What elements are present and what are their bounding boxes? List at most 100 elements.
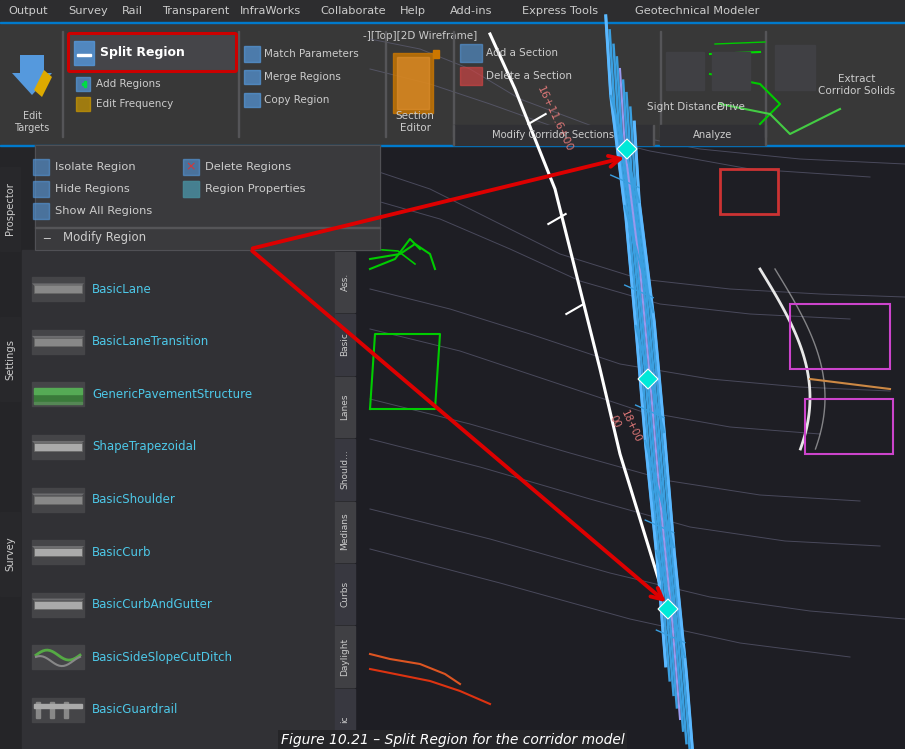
Text: Sight Distance: Sight Distance <box>647 102 723 112</box>
Text: GenericPavementStructure: GenericPavementStructure <box>92 388 252 401</box>
Polygon shape <box>658 599 678 619</box>
Text: Isolate Region: Isolate Region <box>55 162 136 172</box>
Text: Delete a Section: Delete a Section <box>486 71 572 81</box>
Bar <box>76 77 90 91</box>
Text: Match Parameters: Match Parameters <box>264 49 358 59</box>
Text: Figure 10.21 – Split Region for the corridor model: Figure 10.21 – Split Region for the corr… <box>281 733 624 747</box>
Bar <box>460 67 482 85</box>
Bar <box>32 488 84 512</box>
Bar <box>660 31 661 137</box>
Text: Survey: Survey <box>5 537 15 571</box>
Text: Edit
Targets: Edit Targets <box>14 112 50 133</box>
Text: 16+11.6+00: 16+11.6+00 <box>535 85 575 154</box>
Bar <box>32 540 84 564</box>
Bar <box>34 395 82 402</box>
Text: Transparent: Transparent <box>162 6 229 16</box>
Bar <box>790 304 890 369</box>
Bar <box>335 564 355 624</box>
Bar <box>32 383 84 407</box>
Bar <box>335 315 355 374</box>
Text: Region Properties: Region Properties <box>205 184 306 194</box>
Text: Express Tools: Express Tools <box>522 6 598 16</box>
Text: Settings: Settings <box>5 339 15 380</box>
Bar <box>32 697 84 721</box>
Bar <box>335 502 355 562</box>
Bar <box>50 702 54 718</box>
Text: ShapeTrapezoidal: ShapeTrapezoidal <box>92 440 196 453</box>
Bar <box>36 702 40 718</box>
Text: Daylight: Daylight <box>340 637 349 676</box>
Text: Medians: Medians <box>340 513 349 551</box>
Bar <box>0 0 905 22</box>
Bar <box>765 125 766 145</box>
Polygon shape <box>638 369 658 389</box>
Text: BasicLane: BasicLane <box>92 283 152 296</box>
Bar <box>0 145 905 146</box>
Text: ─: ─ <box>43 233 50 243</box>
Bar <box>244 46 260 62</box>
Text: -][Top][2D Wireframe]: -][Top][2D Wireframe] <box>363 31 477 41</box>
Polygon shape <box>34 338 82 346</box>
Bar <box>805 399 893 454</box>
Text: Help: Help <box>400 6 426 16</box>
Bar <box>385 31 386 137</box>
Bar <box>183 181 199 197</box>
Text: Edit Frequency: Edit Frequency <box>96 99 173 109</box>
Bar <box>653 125 654 145</box>
Bar <box>335 252 355 312</box>
Polygon shape <box>32 598 84 601</box>
Text: Extract
Corridor Solids: Extract Corridor Solids <box>818 74 896 96</box>
Text: Merge Regions: Merge Regions <box>264 72 341 82</box>
Bar <box>33 159 49 175</box>
Bar <box>82 83 86 85</box>
Text: BasicShoulder: BasicShoulder <box>92 493 176 506</box>
Bar <box>33 181 49 197</box>
Bar <box>34 703 82 708</box>
FancyBboxPatch shape <box>69 34 236 71</box>
Bar <box>720 169 778 214</box>
Text: Geotechnical Modeler: Geotechnical Modeler <box>635 6 759 16</box>
Text: Split Region: Split Region <box>100 46 185 59</box>
Bar <box>77 54 91 56</box>
Bar <box>35 227 380 228</box>
Bar <box>0 23 905 145</box>
Text: Lanes: Lanes <box>340 394 349 420</box>
Text: Section
Editor: Section Editor <box>395 112 434 133</box>
Text: BasicCurb: BasicCurb <box>92 545 151 559</box>
Bar <box>183 181 199 197</box>
Text: Analyze: Analyze <box>693 130 733 140</box>
Bar <box>660 125 765 145</box>
Text: Show All Regions: Show All Regions <box>55 206 152 216</box>
Bar <box>76 97 90 111</box>
Polygon shape <box>12 55 52 95</box>
Bar <box>335 377 355 437</box>
Bar <box>453 125 653 145</box>
Text: Should...: Should... <box>340 449 349 489</box>
Bar <box>0 512 20 596</box>
Text: Add Regions: Add Regions <box>96 79 160 89</box>
Bar <box>355 24 905 749</box>
Polygon shape <box>617 139 637 159</box>
Polygon shape <box>32 441 84 443</box>
Text: BasicCurbAndGutter: BasicCurbAndGutter <box>92 598 213 611</box>
Bar <box>712 52 750 90</box>
Bar <box>183 159 199 175</box>
Bar <box>335 439 355 500</box>
Text: Ass.: Ass. <box>340 273 349 291</box>
Text: Copy Region: Copy Region <box>264 95 329 105</box>
Polygon shape <box>34 496 82 503</box>
Bar <box>244 70 260 84</box>
Bar <box>0 167 20 251</box>
Bar <box>32 277 84 301</box>
Text: Modify Region: Modify Region <box>63 231 147 244</box>
Bar <box>34 389 82 395</box>
Text: Delete Regions: Delete Regions <box>205 162 291 172</box>
Text: Prospector: Prospector <box>5 183 15 235</box>
Polygon shape <box>32 336 84 338</box>
Text: Output: Output <box>8 6 48 16</box>
Polygon shape <box>32 494 84 496</box>
Text: InfraWorks: InfraWorks <box>240 6 301 16</box>
Polygon shape <box>32 283 84 285</box>
Text: Add a Section: Add a Section <box>486 48 558 58</box>
Bar <box>32 645 84 669</box>
